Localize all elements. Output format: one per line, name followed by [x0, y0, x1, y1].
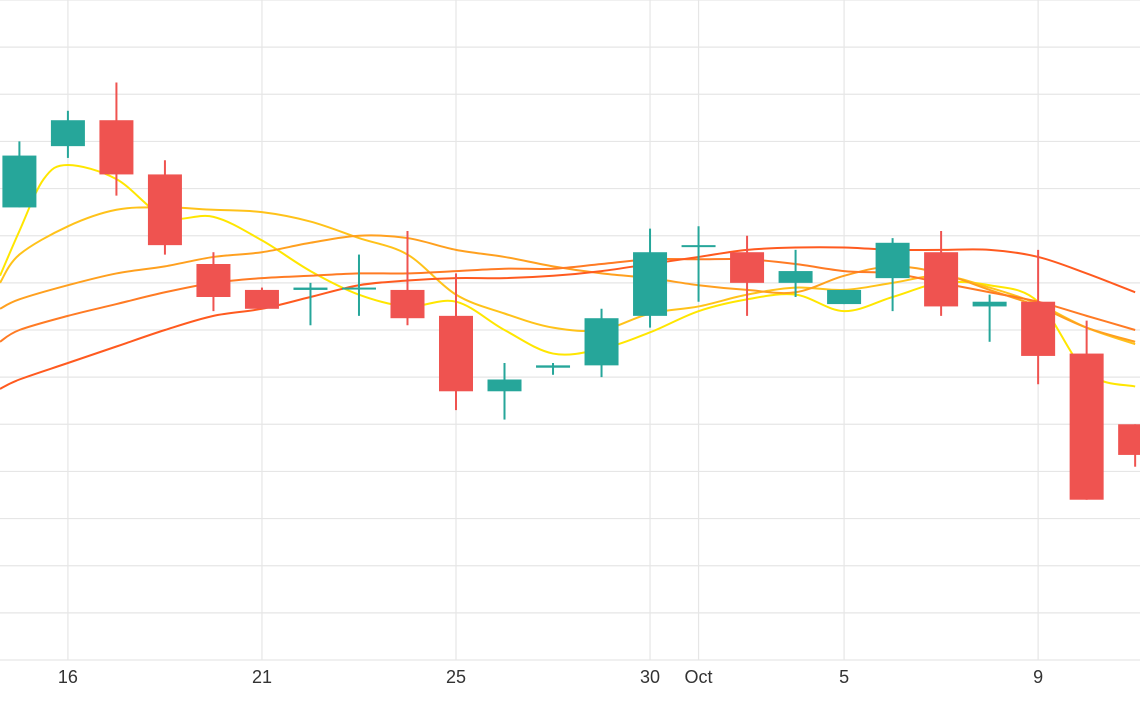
horizontal-gridlines	[0, 0, 1140, 661]
candle	[341, 254, 376, 316]
candle	[536, 363, 571, 375]
candle	[924, 231, 959, 316]
candle-body	[487, 379, 522, 392]
candle-body	[681, 245, 716, 248]
candle	[1069, 320, 1104, 500]
candle-body	[584, 318, 619, 366]
moving-average-line	[0, 234, 1136, 343]
candle	[487, 363, 522, 420]
x-tick-label: 30	[640, 667, 660, 687]
candle	[244, 287, 279, 309]
x-tick-label: 16	[58, 667, 78, 687]
candle-body	[196, 264, 231, 297]
candle-body	[2, 155, 37, 208]
x-tick-label: 9	[1033, 667, 1043, 687]
candle	[196, 252, 231, 312]
candle	[633, 228, 668, 328]
candle	[584, 308, 619, 378]
x-tick-label: 5	[839, 667, 849, 687]
candle-body	[293, 287, 328, 290]
candle-body	[147, 174, 182, 246]
candle	[293, 282, 328, 326]
candle	[439, 273, 473, 411]
candle-body	[536, 365, 571, 368]
candle-body	[50, 120, 85, 147]
candle	[99, 82, 134, 196]
x-tick-label: 25	[446, 667, 466, 687]
candle	[681, 226, 716, 302]
candle	[778, 249, 813, 297]
candle	[147, 160, 182, 255]
candle	[1118, 424, 1140, 467]
candlesticks	[2, 82, 1140, 500]
candle	[875, 238, 910, 312]
candle-body	[730, 252, 765, 283]
x-tick-label: Oct	[685, 667, 713, 687]
candle-body	[1069, 353, 1104, 500]
candle-body	[827, 289, 862, 305]
candle	[390, 231, 425, 326]
candle-body	[439, 315, 473, 392]
candle-body	[1021, 301, 1056, 356]
candle-body	[875, 242, 910, 279]
candle-body	[341, 287, 376, 290]
candle-body	[972, 301, 1007, 307]
candle	[730, 235, 765, 316]
candle	[827, 289, 862, 305]
candle	[2, 141, 37, 208]
candle-body	[778, 271, 813, 283]
candle	[50, 110, 85, 158]
candle	[1021, 249, 1056, 385]
candle-body	[244, 289, 279, 309]
candle-body	[390, 289, 425, 319]
candle-body	[99, 120, 134, 175]
x-tick-label: 21	[252, 667, 272, 687]
candle-body	[1118, 424, 1140, 455]
candle	[972, 294, 1007, 342]
x-axis-ticks: 16 21 25 30 Oct 5 9	[58, 667, 1043, 687]
candle-body	[924, 252, 959, 307]
candle-body	[633, 252, 668, 316]
